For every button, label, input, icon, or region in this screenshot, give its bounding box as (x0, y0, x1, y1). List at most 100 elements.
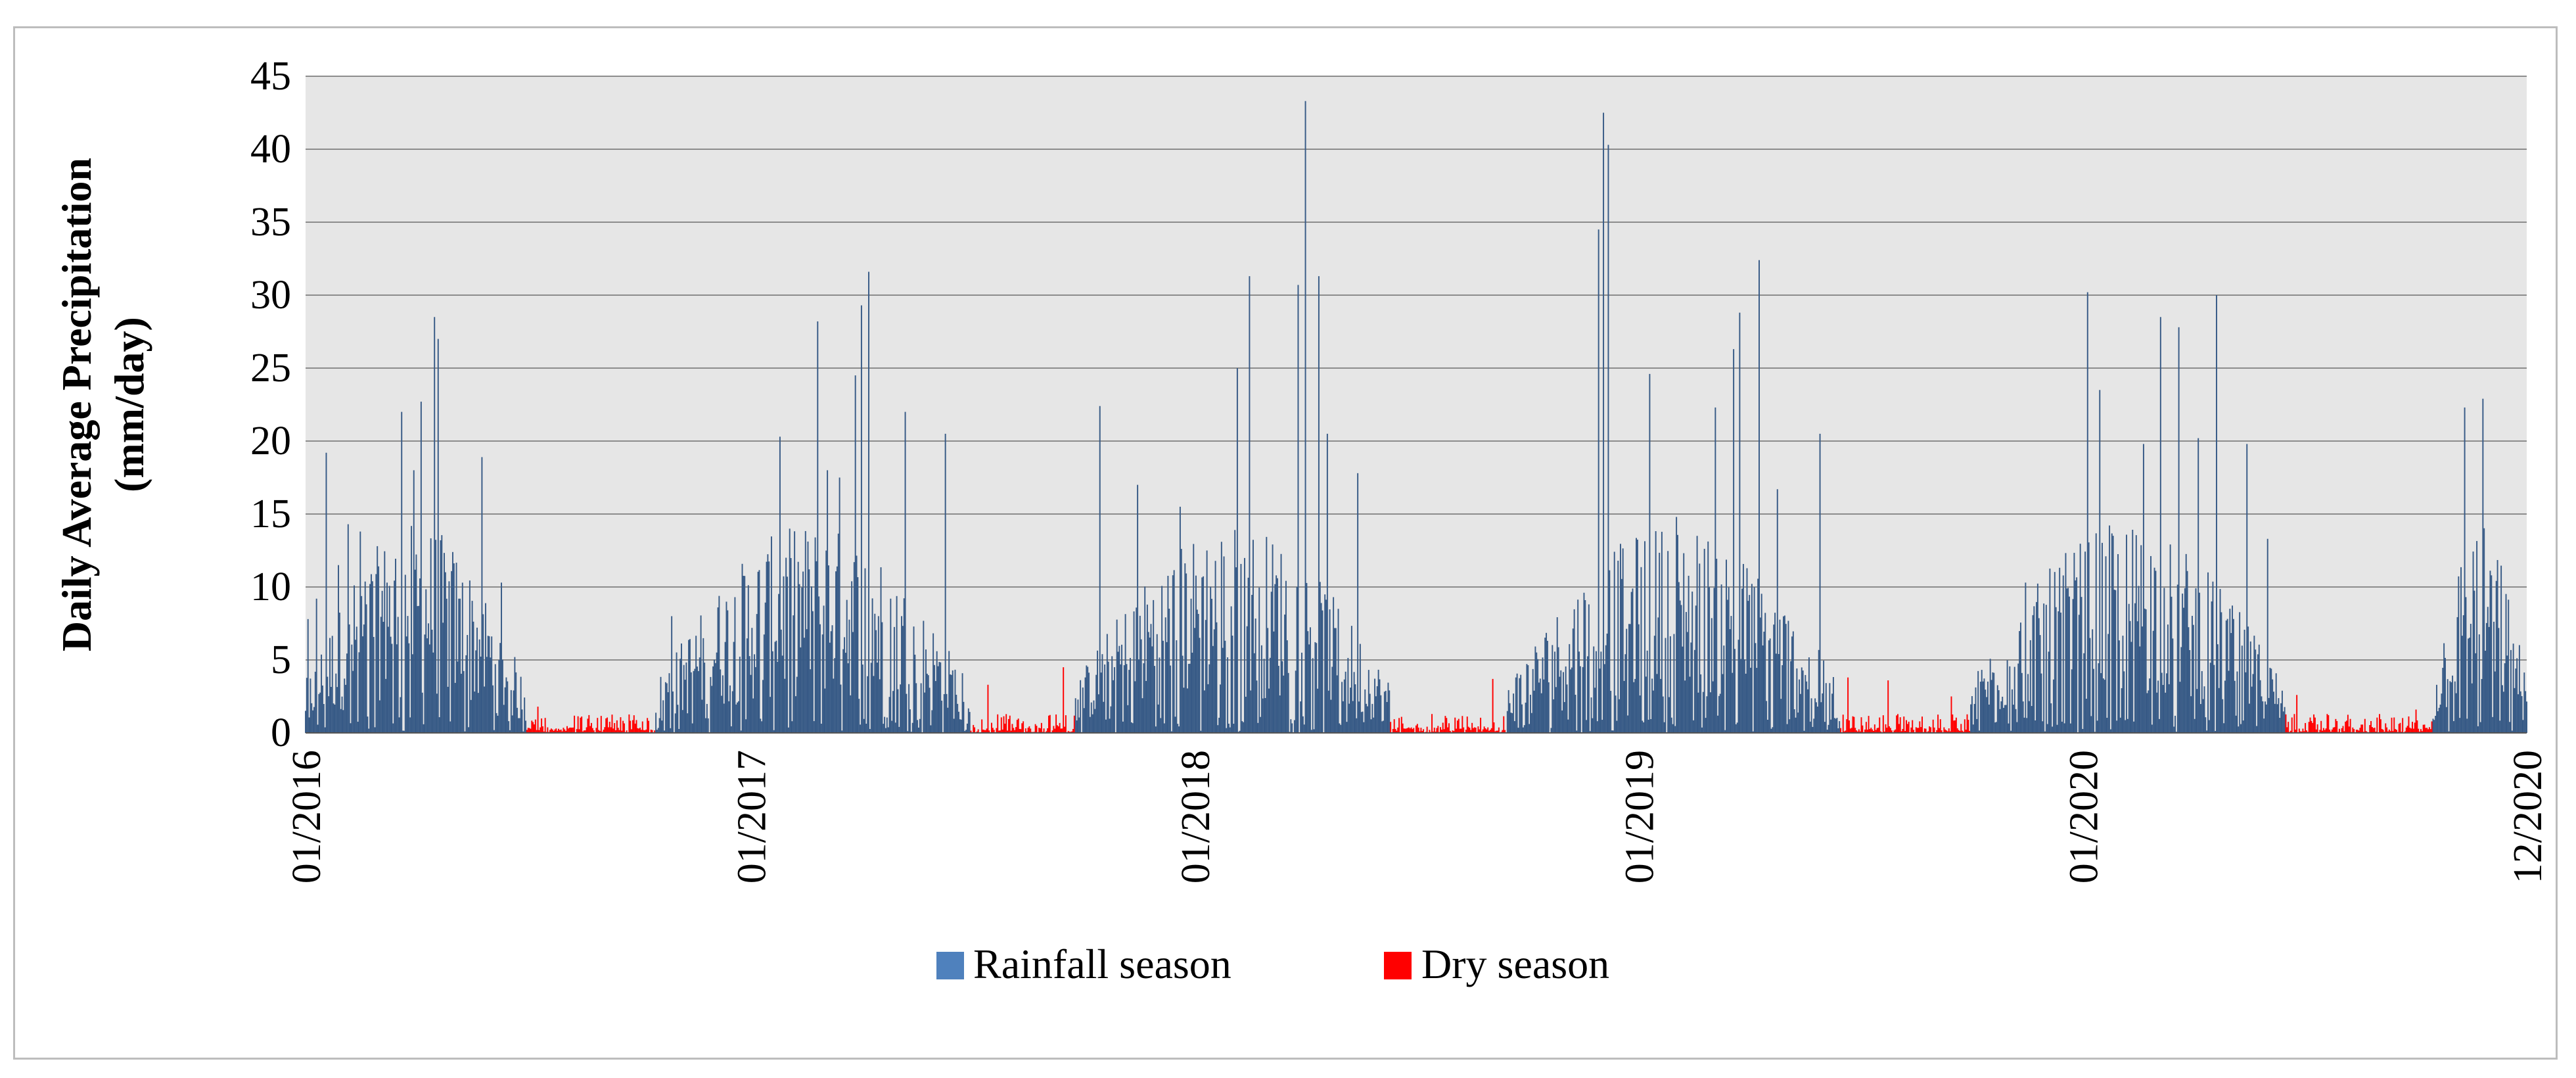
bar (1969, 730, 1971, 733)
bar (444, 572, 446, 733)
bar (1350, 688, 1352, 733)
bar (2211, 601, 2213, 733)
bar (424, 634, 426, 733)
bar (2241, 645, 2243, 733)
bar (470, 699, 472, 733)
bar (413, 470, 415, 733)
bar (2328, 715, 2330, 733)
bar (919, 718, 921, 733)
bar (467, 635, 469, 733)
bar (455, 563, 457, 733)
bar (1972, 724, 1974, 733)
bar (1763, 631, 1765, 733)
bar (881, 622, 883, 733)
bar (760, 718, 762, 733)
bar (925, 649, 927, 733)
bar (860, 724, 862, 733)
bar (1212, 645, 1214, 733)
bar (610, 727, 612, 733)
bar (1193, 544, 1195, 733)
bar (2121, 688, 2123, 733)
bar (948, 651, 950, 733)
bar (1431, 714, 1433, 733)
bar (382, 621, 384, 733)
bar (554, 729, 556, 733)
bar (631, 729, 633, 733)
bar (476, 627, 478, 733)
bar (2435, 716, 2437, 733)
bar (1053, 726, 1055, 733)
bar (1809, 721, 1811, 733)
bar (864, 568, 866, 733)
bar (1860, 717, 1862, 733)
bar (841, 730, 843, 733)
bar (2220, 612, 2222, 733)
bar (1461, 716, 1463, 733)
bar (644, 730, 646, 733)
bar (1759, 617, 1761, 733)
bar (635, 720, 637, 733)
bar (1161, 586, 1163, 733)
bar (403, 730, 405, 733)
bar (835, 571, 837, 733)
bar (577, 716, 579, 733)
bar (314, 671, 316, 733)
bar (734, 597, 736, 733)
bar (1898, 724, 1900, 733)
bar (1854, 728, 1856, 733)
bar (1650, 719, 1652, 733)
bar (1187, 688, 1188, 733)
bar (367, 716, 369, 733)
bar (1390, 722, 1392, 733)
bar (973, 724, 975, 733)
bar (2088, 542, 2090, 733)
bar (1056, 725, 1058, 733)
bar (451, 571, 453, 733)
bar (1610, 691, 1612, 733)
bar (2408, 716, 2410, 733)
bar (472, 621, 474, 733)
bar (2410, 728, 2412, 733)
bar (1377, 669, 1379, 733)
bar (597, 718, 599, 733)
bar (1463, 727, 1465, 733)
bar (1938, 728, 1940, 733)
bar (1231, 636, 1233, 733)
bar (1084, 677, 1086, 733)
bar (1183, 688, 1185, 733)
bar (1726, 599, 1728, 733)
bar (2029, 640, 2031, 733)
bar (2447, 679, 2449, 733)
bar (1133, 611, 1135, 733)
bar (2012, 705, 2014, 733)
bar (2059, 567, 2061, 733)
bar (392, 723, 394, 733)
bar (1831, 693, 1833, 733)
bar (2219, 589, 2221, 733)
bar (1981, 670, 1983, 733)
bar (1686, 632, 1688, 733)
bar (641, 721, 643, 733)
bar (1250, 690, 1252, 733)
bar (1712, 681, 1714, 733)
bar (1389, 690, 1391, 733)
bar (884, 716, 886, 733)
bar (1769, 638, 1771, 733)
bar (1017, 718, 1019, 733)
bar (1717, 715, 1719, 733)
bar (2168, 684, 2170, 733)
bar (1475, 728, 1477, 733)
bar (2315, 729, 2317, 733)
bar (2476, 541, 2478, 733)
bar (2258, 644, 2260, 733)
bar (1330, 699, 1332, 733)
bar (2316, 724, 2318, 733)
bar (1383, 720, 1384, 733)
bar (2488, 626, 2490, 733)
bar (2159, 718, 2160, 733)
bar (1381, 721, 1383, 733)
bar (1782, 665, 1783, 733)
bar (1741, 588, 1743, 733)
bar (802, 571, 804, 733)
bar (511, 715, 513, 733)
